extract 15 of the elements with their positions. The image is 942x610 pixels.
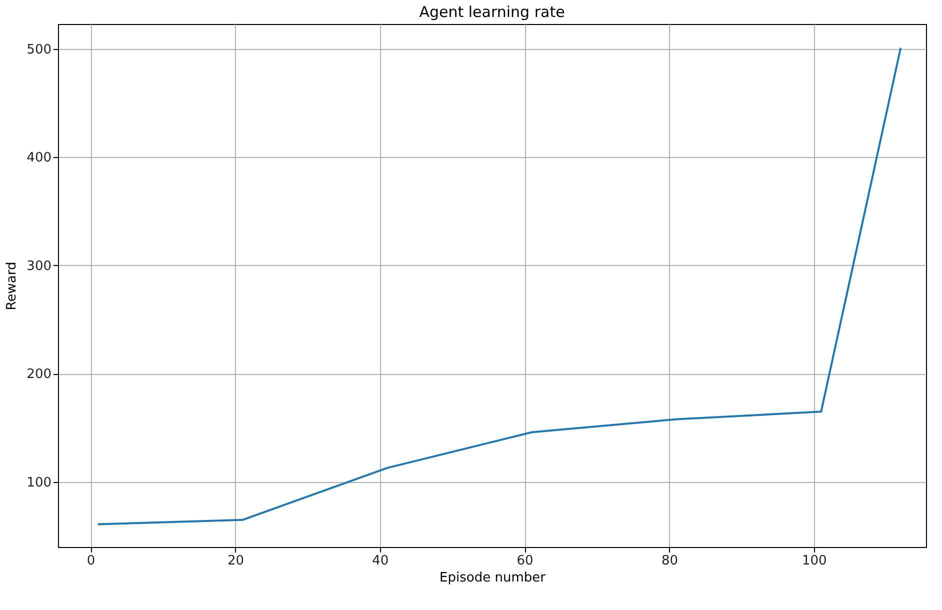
x-tick-label: 40: [372, 554, 389, 568]
x-tick-label: 80: [661, 554, 678, 568]
x-tick-label: 0: [86, 554, 96, 568]
y-tick-label: 500: [26, 42, 52, 58]
y-axis-title: Reward: [4, 262, 20, 310]
chart-title: Agent learning rate: [419, 3, 565, 21]
x-tick-label: 100: [802, 554, 827, 568]
y-tick-label: 100: [26, 476, 52, 491]
x-tick-label: 20: [227, 554, 244, 568]
y-tick-label: 200: [26, 367, 52, 382]
x-axis-title: Episode number: [440, 570, 546, 586]
line-series: [96, 46, 902, 526]
y-tick-label: 300: [26, 258, 52, 274]
x-tick-label: 60: [516, 554, 534, 568]
y-tick-label: 400: [26, 150, 52, 166]
